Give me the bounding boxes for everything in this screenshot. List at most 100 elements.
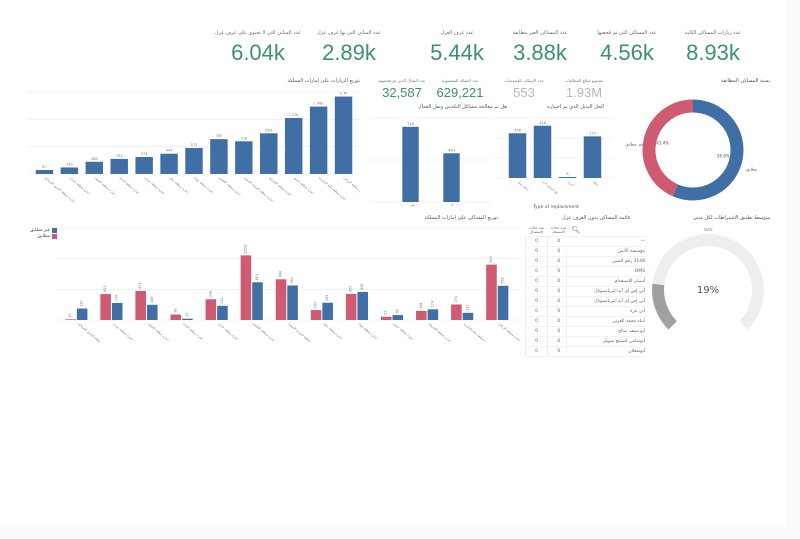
bar-value-label: 374: [141, 152, 148, 156]
category-label: امارة منطقة القصيم: [252, 322, 275, 342]
donut-slice: [672, 99, 744, 201]
table-title: قائمة المساكن بدون الغرف عزل: [562, 215, 630, 221]
category-label: لا: [452, 203, 454, 207]
crowding-chart-title: هل تم معالجة مشاكل التكدس ونقل العمال: [418, 104, 507, 110]
slice-name-label: مطابق: [746, 166, 757, 171]
housing-name-cell: أبوسامي لتصنيع سوبلر: [602, 339, 645, 344]
table-row[interactable]: 0 0 أسيان للاستقدام: [525, 276, 647, 287]
table-row[interactable]: 0 0 أبوسامي لتصنيع سوبلر: [525, 336, 647, 347]
bar-value-label: 143: [66, 162, 73, 166]
bar-value-label: 425: [349, 286, 353, 292]
bar-value-label: 903: [489, 256, 493, 262]
bar-value-label: 1.7k: [340, 92, 349, 96]
housing-name-cell: أبن عزة: [630, 309, 645, 314]
table-row[interactable]: 0 0 3148 رقم المبنى: [525, 256, 647, 267]
table-scrollbar[interactable]: [566, 250, 567, 350]
exclusions-cell: 0: [547, 256, 570, 267]
gauge-value: 19%: [697, 285, 719, 296]
legend-label: غير مطابق: [30, 228, 51, 233]
table-row[interactable]: 0 0 OMS: [525, 266, 647, 277]
category-label: امارة منطقة نجران: [69, 176, 91, 195]
bar-value-label: 80: [395, 309, 399, 313]
table-row[interactable]: 0 0 مؤسسة الأنس: [525, 246, 647, 257]
bar: [240, 255, 252, 320]
column-header-exclusions[interactable]: عدد حالات الاستبدال: [528, 226, 545, 234]
replacements-cell: 0: [525, 346, 548, 357]
bar: [284, 117, 303, 174]
bar: [380, 316, 392, 320]
replacements-cell: 0: [525, 276, 548, 287]
table-row[interactable]: 0 0 أبو سيف صالح: [525, 326, 647, 337]
replacement-bar-chart: 358 سكن بديل 418 نقل لسكن آخر 8 أخرى 333 إخلاء: [495, 117, 613, 195]
bar-value-label: 615: [255, 274, 259, 280]
bar-value-label: 232: [220, 297, 224, 303]
bar-value-label: 458: [360, 284, 364, 290]
slice-name-label: غير مطابق: [625, 142, 643, 147]
exclusions-cell: 0: [547, 246, 570, 257]
bar: [65, 319, 76, 320]
kpi-no-isolation-buildings: عدد المباني التي لا تحتوي على غرف عزل 6.0…: [203, 30, 313, 66]
bar: [486, 264, 497, 320]
category-label: إخلاء: [591, 180, 599, 188]
crowding-bar-chart: 716 نعم 464 لا: [370, 117, 492, 207]
bar: [205, 299, 217, 320]
bar: [533, 125, 552, 178]
bar-value-label: 473: [138, 283, 142, 289]
category-label: امارة منطقة الرياض: [343, 176, 360, 196]
bar-value-label: 1054: [243, 245, 247, 253]
bar: [334, 96, 353, 174]
mini-kpi-title: عدد العمال الذين تم فحصهم: [378, 78, 426, 83]
exclusions-cell: 0: [547, 296, 570, 307]
category-label: امارة منطقة مكة المكرمة: [463, 322, 492, 342]
bar-value-label: 445: [166, 149, 173, 153]
category-label: امارة منطقة القصيم: [218, 176, 241, 196]
table-row[interactable]: 0 0 أبوشعلان: [525, 346, 647, 357]
bar: [558, 177, 577, 178]
legend-swatch: [52, 228, 58, 233]
bar-value-label: 248: [150, 296, 154, 302]
bar-value-label: 174: [430, 301, 434, 307]
replacements-cell: 0: [525, 306, 548, 317]
kpi-title: عدد المباني التي لا تحتوي على غرف عزل: [214, 30, 302, 36]
slice-percent-label: 43.4%: [656, 141, 669, 146]
housing-name-cell: OMS: [634, 269, 645, 274]
legend-item-non-compliant[interactable]: غير مطابق: [30, 228, 58, 233]
bar: [427, 309, 439, 320]
category-label: امارة منطقة الشرقية: [268, 176, 292, 197]
kpi-title: عدد المساكن الغير مطابقة: [512, 30, 568, 36]
compliance-chart-title: نسبة المساكن المطابقة: [720, 78, 770, 84]
donut-slice: [642, 99, 694, 197]
gauge-chart-title: متوسط تطبيق الاشتراطات لكل مبنى: [693, 215, 770, 221]
bar-value-label: 89: [173, 308, 177, 312]
bar: [443, 153, 460, 202]
exclusions-cell: 0: [547, 306, 570, 317]
table-row[interactable]: 0 0 أبناء محمد القرني: [525, 316, 647, 327]
bar-value-label: 716: [407, 122, 414, 126]
table-row[interactable]: 0 0 أبن عزة: [525, 306, 647, 317]
replacements-cell: 0: [525, 256, 548, 267]
category-label: امارة منطقة نجران: [112, 322, 134, 341]
mini-kpi-value: 553: [513, 85, 535, 100]
bar: [275, 279, 287, 320]
column-header-replacements[interactable]: عدد حالات الاستبعاد: [550, 226, 567, 234]
replacements-cell: 0: [525, 326, 548, 337]
bar: [135, 290, 146, 320]
table-row[interactable]: 0 0 أبي إس إي آيه انترناشيونال: [525, 286, 647, 297]
bar: [462, 312, 474, 320]
category-label: امارة منطقة المدينة المنورة: [287, 322, 318, 342]
bar-value-label: 338: [208, 291, 212, 297]
category-label: امارة منطقة تبوك: [358, 322, 379, 340]
table-row[interactable]: 0 0 —: [525, 236, 647, 247]
search-icon[interactable]: 🔍︎: [571, 226, 581, 234]
bar: [60, 167, 79, 174]
bar: [402, 126, 419, 202]
housing-chart-title: توزيع المساكن على امارات المملكة: [424, 215, 498, 221]
category-label: امارة منطقة الرياض: [498, 322, 520, 342]
bar-value-label: 331: [116, 154, 123, 158]
kpi-value: 8.93k: [686, 40, 740, 65]
mini-kpi-value: 32,587: [382, 85, 422, 100]
housing-name-cell: أبوشعلان: [628, 349, 645, 354]
category-label: امارة منطقة الجوف: [147, 322, 170, 342]
table-row[interactable]: 0 0 أبي إس إي آيه انترناشيونال: [525, 296, 647, 307]
legend-item-compliant[interactable]: مطابق: [30, 234, 58, 239]
